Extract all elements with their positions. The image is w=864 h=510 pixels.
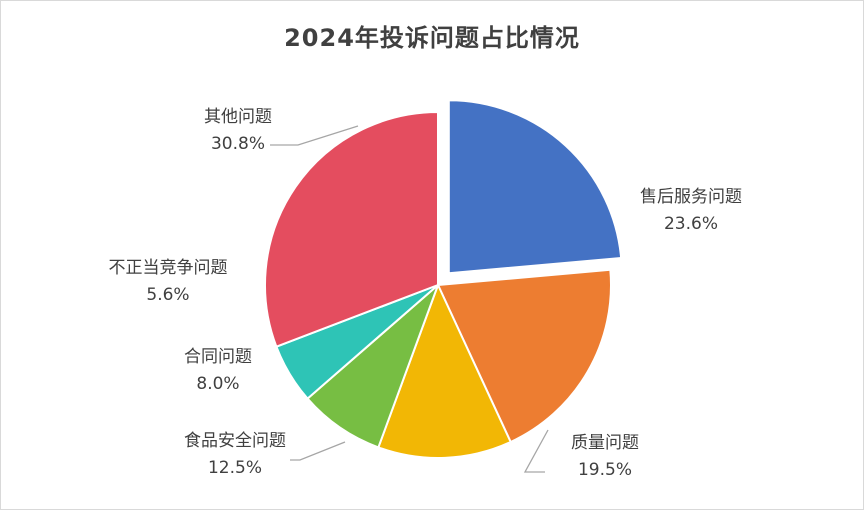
slice-label-value: 23.6% (664, 214, 718, 234)
leader-line (523, 429, 549, 473)
slice-label-name: 不正当竞争问题 (109, 258, 228, 278)
slice-label-value: 5.6% (146, 285, 189, 305)
slice-label-value: 8.0% (196, 374, 239, 394)
chart-title: 2024年投诉问题占比情况 (284, 24, 580, 52)
pie-slice-6 (264, 110, 439, 348)
slice-label-name: 食品安全问题 (184, 431, 286, 451)
slice-label-value: 19.5% (578, 460, 632, 480)
slice-label-value: 30.8% (211, 134, 265, 154)
pie-slice-1 (447, 99, 623, 275)
slice-label-name: 合同问题 (184, 347, 252, 367)
leader-line (290, 441, 346, 461)
slice-label-name: 质量问题 (571, 433, 639, 453)
pie-slice-3 (377, 282, 513, 459)
slice-label-value: 12.5% (208, 458, 262, 478)
slice-label-name: 其他问题 (204, 107, 272, 127)
pie-slice-2 (436, 268, 612, 444)
slice-label-name: 售后服务问题 (640, 187, 742, 207)
leader-line (270, 125, 359, 146)
